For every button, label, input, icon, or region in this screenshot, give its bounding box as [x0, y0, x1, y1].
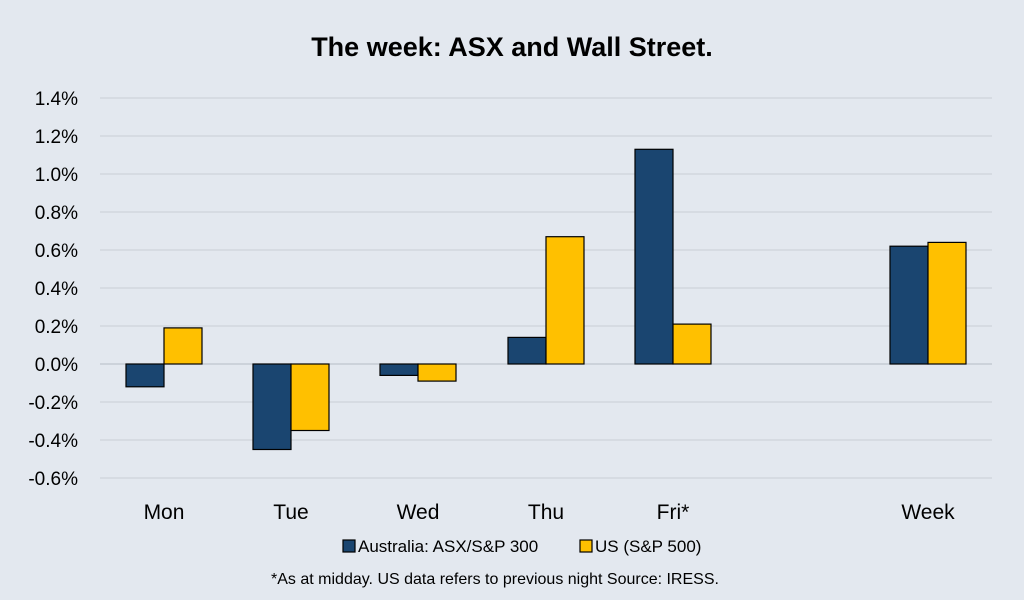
- y-tick-label: 0.2%: [35, 317, 78, 338]
- bar-australia-week: [889, 245, 929, 365]
- legend-label-us: US (S&P 500): [595, 537, 701, 556]
- legend-label-australia: Australia: ASX/S&P 300: [358, 537, 538, 556]
- x-tick-label: Fri*: [657, 501, 690, 524]
- footnote: *As at midday. US data refers to previou…: [271, 571, 719, 588]
- x-tick-label: Mon: [144, 501, 185, 524]
- bar-us-fri: [672, 323, 712, 365]
- bar-australia-thu: [507, 336, 547, 365]
- chart-title: The week: ASX and Wall Street.: [311, 32, 713, 62]
- y-tick-label: -0.2%: [28, 393, 78, 414]
- y-tick-label: -0.6%: [28, 469, 78, 490]
- legend: Australia: ASX/S&P 300 US (S&P 500): [342, 537, 701, 556]
- bar-australia-wed: [379, 363, 419, 376]
- y-tick-label: 0.0%: [35, 355, 78, 376]
- y-tick-label: 1.4%: [35, 89, 78, 110]
- y-tick-label: 1.2%: [35, 127, 78, 148]
- y-tick-label: 1.0%: [35, 165, 78, 186]
- bar-australia-tue: [252, 363, 292, 451]
- bar-australia-fri: [634, 148, 674, 365]
- bar-us-mon: [163, 327, 203, 365]
- x-tick-label: Thu: [528, 501, 564, 524]
- bar-australia-mon: [125, 363, 165, 388]
- y-tick-label: 0.6%: [35, 241, 78, 262]
- bar-us-week: [927, 241, 967, 365]
- y-tick-label: 0.8%: [35, 203, 78, 224]
- y-tick-label: -0.4%: [28, 431, 78, 452]
- x-tick-label: Wed: [397, 501, 440, 524]
- x-tick-label: Week: [901, 501, 955, 524]
- x-tick-label: Tue: [273, 501, 308, 524]
- bar-us-wed: [417, 363, 457, 382]
- bar-us-thu: [545, 236, 585, 365]
- y-tick-label: 0.4%: [35, 279, 78, 300]
- bar-us-tue: [290, 363, 330, 432]
- legend-swatch-us: [579, 539, 593, 553]
- legend-swatch-australia: [342, 539, 356, 553]
